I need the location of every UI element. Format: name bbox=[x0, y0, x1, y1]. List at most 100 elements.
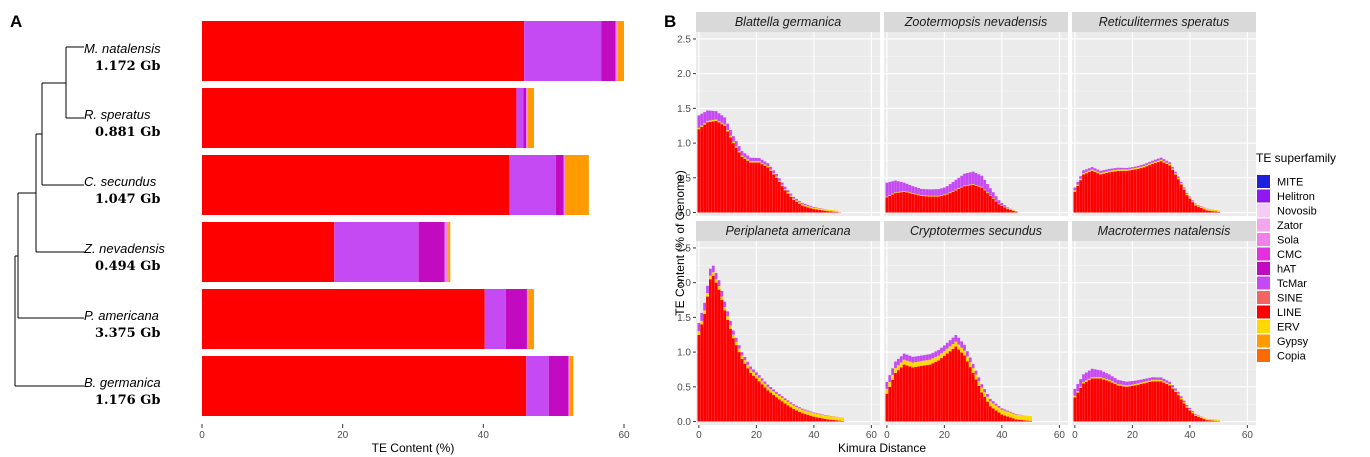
kimura-bar-tcmar bbox=[977, 174, 981, 186]
kimura-bar-line bbox=[902, 191, 906, 213]
kimura-bar-line bbox=[1122, 170, 1126, 213]
kimura-bar-erv bbox=[931, 358, 935, 364]
legend-swatch-gypsy bbox=[1257, 334, 1270, 348]
kimura-bar-line bbox=[905, 192, 909, 213]
kimura-bar-tcmar bbox=[1009, 411, 1012, 413]
kimura-bar-erv bbox=[1079, 386, 1082, 388]
kimura-bar-erv bbox=[968, 362, 972, 368]
kimura-bar-line bbox=[700, 324, 704, 422]
kimura-bar-line bbox=[1029, 420, 1032, 422]
kimura-bar-erv bbox=[902, 359, 906, 365]
kimura-bar-erv bbox=[1076, 184, 1080, 186]
kimura-bar-erv bbox=[1156, 379, 1160, 382]
kimura-bar-tcmar bbox=[1171, 385, 1174, 388]
kimura-bar-tcmar bbox=[726, 123, 730, 131]
kimura-bar-erv bbox=[1012, 210, 1015, 211]
kimura-bar-tcmar bbox=[729, 129, 732, 136]
kimura-bar-erv bbox=[983, 189, 987, 191]
kimura-bar-erv bbox=[1012, 413, 1015, 419]
kimura-bar-erv bbox=[703, 310, 707, 314]
kimura-bar-line bbox=[1208, 420, 1212, 422]
kimura-bar-tcmar bbox=[954, 179, 958, 190]
y-tick-label: 1.5 bbox=[677, 104, 691, 115]
kimura-bar-line bbox=[1096, 378, 1100, 422]
kimura-bar-erv bbox=[1136, 167, 1140, 169]
facet-panel: Periplaneta americana 0.0 0.5 1.0 1.5 2.0 2.5 0… bbox=[677, 221, 880, 441]
kimura-bar-tcmar bbox=[775, 391, 778, 394]
kimura-bar-line bbox=[1133, 385, 1137, 422]
kimura-bar-erv bbox=[1148, 163, 1151, 166]
kimura-bar-erv bbox=[749, 161, 753, 163]
kimura-bar-tcmar bbox=[977, 377, 981, 382]
legend-swatch-sine bbox=[1257, 291, 1270, 304]
kimura-bar-line bbox=[752, 375, 755, 422]
kimura-bar-erv bbox=[1029, 416, 1032, 421]
kimura-bar-tcmar bbox=[786, 190, 790, 193]
kimura-bar-tcmar bbox=[795, 405, 799, 407]
kimura-bar-tcmar bbox=[1174, 171, 1177, 174]
kimura-bar-tcmar bbox=[1093, 168, 1097, 171]
kimura-bar-erv bbox=[763, 164, 767, 166]
kimura-bar-line bbox=[1125, 386, 1128, 422]
kimura-bar-line bbox=[1162, 382, 1166, 422]
kimura-bar-erv bbox=[917, 194, 920, 196]
kimura-bar-line bbox=[1202, 419, 1206, 422]
kimura-bar-erv bbox=[1014, 210, 1018, 212]
kimura-bar-line bbox=[1168, 165, 1172, 213]
kimura-bar-line bbox=[960, 352, 964, 422]
kimura-bar-line bbox=[1099, 174, 1103, 213]
kimura-bar-line bbox=[780, 186, 784, 213]
kimura-bar-line bbox=[1153, 381, 1157, 422]
bar-hat bbox=[523, 88, 527, 148]
kimura-bar-line bbox=[1194, 205, 1197, 213]
tree-branch-cockroach-pa bbox=[17, 192, 84, 319]
kimura-bar-tcmar bbox=[986, 184, 989, 193]
kimura-bar-erv bbox=[818, 414, 822, 418]
kimura-bar-erv bbox=[943, 350, 946, 356]
kimura-bar-erv bbox=[888, 195, 892, 196]
kimura-bar-tcmar bbox=[968, 172, 972, 185]
kimura-bar-line bbox=[786, 405, 790, 422]
kimura-bar-tcmar bbox=[920, 188, 923, 196]
kimura-bar-erv bbox=[905, 191, 909, 193]
kimura-bar-tcmar bbox=[1168, 381, 1172, 385]
kimura-bar-erv bbox=[829, 210, 833, 212]
kimura-bar-line bbox=[1197, 206, 1200, 213]
kimura-bar-erv bbox=[778, 180, 781, 182]
kimura-bar-erv bbox=[709, 120, 712, 122]
kimura-bar-line bbox=[1122, 386, 1126, 422]
kimura-bar-tcmar bbox=[709, 268, 712, 276]
kimura-bar-tcmar bbox=[755, 372, 758, 375]
kimura-bar-erv bbox=[983, 392, 987, 397]
kimura-bar-line bbox=[766, 390, 770, 422]
kimura-bar-line bbox=[1113, 384, 1117, 422]
y-tick-label: 2.0 bbox=[677, 278, 691, 289]
kimura-bar-line bbox=[832, 211, 836, 213]
kimura-bar-tcmar bbox=[917, 187, 920, 195]
kimura-bar-line bbox=[991, 198, 995, 213]
kimura-bar-line bbox=[1128, 386, 1131, 422]
phylogenetic-tree bbox=[14, 46, 84, 387]
kimura-bar-tcmar bbox=[997, 405, 1001, 408]
facet-panel: Cryptotermes secundus 0 20 40 60 bbox=[884, 221, 1068, 441]
legend-swatch-zator bbox=[1257, 218, 1270, 232]
kimura-bar-erv bbox=[740, 155, 744, 157]
kimura-bar-line bbox=[1090, 378, 1094, 422]
kimura-bar-erv bbox=[1128, 384, 1131, 387]
kimura-bar-erv bbox=[1130, 168, 1134, 170]
kimura-bar-tcmar bbox=[1188, 407, 1192, 410]
kimura-bar-erv bbox=[755, 161, 758, 163]
kimura-bar-line bbox=[1197, 417, 1200, 422]
kimura-bar-line bbox=[746, 368, 750, 422]
kimura-bar-erv bbox=[894, 368, 897, 373]
kimura-bar-tcmar bbox=[951, 181, 955, 192]
kimura-bar-line bbox=[1105, 380, 1108, 422]
kimura-bar-erv bbox=[902, 191, 906, 192]
kimura-bar-erv bbox=[925, 195, 929, 197]
kimura-bar-erv bbox=[829, 416, 833, 420]
genome-size-label: 1.047 Gb bbox=[95, 192, 160, 207]
kimura-bar-erv bbox=[1214, 210, 1218, 212]
kimura-bar-erv bbox=[1194, 414, 1197, 416]
kimura-bar-erv bbox=[697, 127, 701, 130]
kimura-bar-line bbox=[783, 403, 787, 422]
